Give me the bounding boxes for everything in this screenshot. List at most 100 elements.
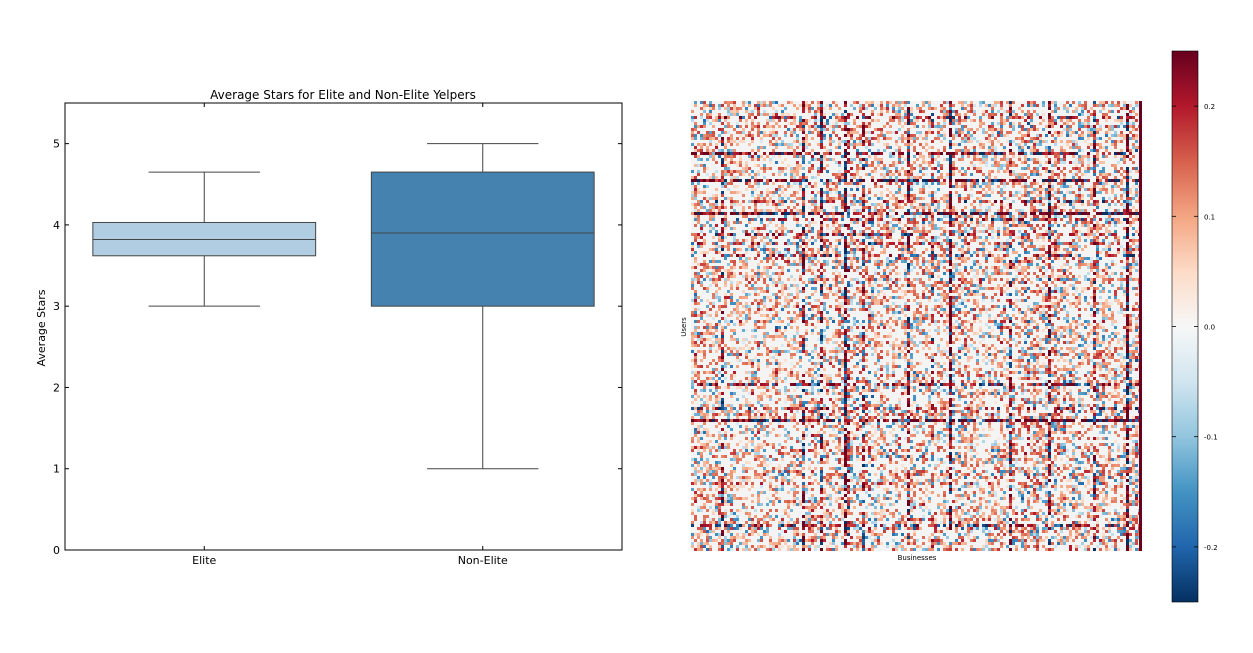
heatmap-cell (1063, 200, 1066, 203)
heatmap-cell (901, 200, 904, 203)
heatmap-cell (1093, 134, 1096, 137)
heatmap-cell (988, 242, 991, 245)
heatmap-cell (790, 200, 793, 203)
heatmap-cell (751, 227, 754, 230)
heatmap-cell (997, 179, 1000, 182)
heatmap-cell (766, 191, 769, 194)
heatmap-cell (1069, 191, 1072, 194)
heatmap-cell (1090, 107, 1093, 110)
heatmap-cell (898, 146, 901, 149)
heatmap-cell (1045, 125, 1048, 128)
heatmap-cell (871, 236, 874, 239)
heatmap-cell (982, 146, 985, 149)
heatmap-cell (901, 137, 904, 140)
heatmap-cell (916, 131, 919, 134)
heatmap-cell (1099, 125, 1102, 128)
heatmap-cell (964, 218, 967, 221)
heatmap-cell (754, 158, 757, 161)
heatmap-cell (1015, 137, 1018, 140)
heatmap-cell (943, 116, 946, 119)
heatmap-cell (859, 107, 862, 110)
heatmap-cell (1087, 158, 1090, 161)
heatmap-cell (850, 248, 853, 251)
heatmap-cell (1093, 266, 1096, 269)
heatmap-cell (868, 275, 871, 278)
heatmap-cell (1051, 164, 1054, 167)
heatmap-cell (733, 239, 736, 242)
heatmap-cell (1090, 188, 1093, 191)
heatmap-cell (877, 113, 880, 116)
heatmap-cell (802, 158, 805, 161)
heatmap-cell (1105, 149, 1108, 152)
heatmap-cell (814, 116, 817, 119)
heatmap-cell (1111, 263, 1114, 266)
heatmap-cell (838, 140, 841, 143)
heatmap-cell (760, 239, 763, 242)
heatmap-cell (1078, 188, 1081, 191)
heatmap-cell (691, 245, 694, 248)
heatmap-cell (955, 221, 958, 224)
heatmap-cell (805, 137, 808, 140)
heatmap-cell (973, 233, 976, 236)
heatmap-cell (742, 254, 745, 257)
heatmap-cell (787, 185, 790, 188)
heatmap-cell (931, 254, 934, 257)
heatmap-cell (736, 113, 739, 116)
heatmap-cell (829, 242, 832, 245)
heatmap-cell (937, 236, 940, 239)
heatmap-cell (1048, 179, 1051, 182)
heatmap-cell (910, 122, 913, 125)
heatmap-cell (910, 173, 913, 176)
heatmap-cell (1105, 125, 1108, 128)
heatmap-cell (730, 179, 733, 182)
heatmap-cell (1117, 134, 1120, 137)
heatmap-cell (1093, 215, 1096, 218)
heatmap-cell (697, 236, 700, 239)
heatmap-cell (856, 281, 859, 284)
heatmap-cell (1006, 110, 1009, 113)
heatmap-cell (718, 209, 721, 212)
heatmap-cell (889, 263, 892, 266)
heatmap-cell (718, 119, 721, 122)
heatmap-cell (877, 134, 880, 137)
heatmap-cell (925, 284, 928, 287)
heatmap-cell (1027, 287, 1030, 290)
heatmap-cell (760, 212, 763, 215)
heatmap-cell (1060, 275, 1063, 278)
heatmap-cell (778, 125, 781, 128)
heatmap-cell (1126, 119, 1129, 122)
heatmap-cell (1111, 242, 1114, 245)
heatmap-cell (943, 284, 946, 287)
heatmap-cell (880, 191, 883, 194)
heatmap-cell (928, 272, 931, 275)
heatmap-cell (1111, 272, 1114, 275)
heatmap-cell (892, 179, 895, 182)
heatmap-cell (982, 278, 985, 281)
heatmap-cell (868, 227, 871, 230)
heatmap-cell (883, 269, 886, 272)
heatmap-cell (907, 143, 910, 146)
heatmap-cell (847, 152, 850, 155)
heatmap-cell (916, 209, 919, 212)
heatmap-cell (1027, 113, 1030, 116)
heatmap-cell (820, 278, 823, 281)
heatmap-cell (973, 284, 976, 287)
heatmap-cell (736, 200, 739, 203)
heatmap-cell (940, 248, 943, 251)
heatmap-cell (697, 263, 700, 266)
heatmap-cell (850, 203, 853, 206)
heatmap-cell (1048, 245, 1051, 248)
heatmap-cell (778, 281, 781, 284)
heatmap-cell (1102, 170, 1105, 173)
heatmap-cell (1036, 263, 1039, 266)
heatmap-cell (1003, 284, 1006, 287)
heatmap-cell (958, 128, 961, 131)
heatmap-cell (1123, 209, 1126, 212)
heatmap-cell (847, 206, 850, 209)
heatmap-cell (721, 176, 724, 179)
heatmap-cell (1129, 245, 1132, 248)
heatmap-cell (898, 152, 901, 155)
heatmap-cell (751, 110, 754, 113)
heatmap-cell (754, 275, 757, 278)
heatmap-cell (1030, 191, 1033, 194)
